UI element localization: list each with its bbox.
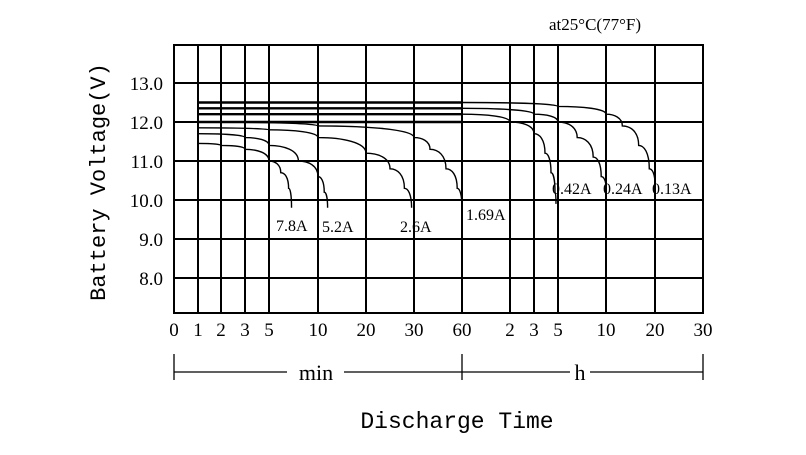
time-unit-brackets: min h (173, 354, 704, 385)
plot-frame (173, 44, 704, 314)
series-curve (197, 142, 293, 208)
series-label: 0.13A (652, 181, 692, 198)
y-axis-label: Battery Voltage(V) (87, 63, 112, 301)
y-tick-labels: 13.0 12.0 11.0 10.0 9.0 8.0 (130, 74, 163, 290)
x-tick-label: 10 (309, 320, 328, 341)
series-label: 2.6A (400, 219, 432, 236)
x-tick-label: 30 (405, 320, 424, 341)
y-tick-label: 10.0 (130, 191, 163, 212)
unit-label-h: h (575, 360, 586, 385)
series-label: 5.2A (322, 219, 354, 236)
x-tick-label: 2 (505, 320, 515, 341)
x-tick-label: 3 (529, 320, 539, 341)
y-tick-label: 13.0 (130, 74, 163, 95)
x-tick-label: 20 (646, 320, 665, 341)
x-tick-label: 0 (169, 320, 179, 341)
series-label: 0.42A (552, 181, 592, 198)
series-curve (197, 127, 413, 208)
series-label: 7.8A (276, 218, 308, 235)
x-tick-label: 2 (216, 320, 226, 341)
series-curve (197, 121, 463, 208)
x-tick-label: 5 (264, 320, 274, 341)
x-axis-label: Discharge Time (360, 409, 553, 435)
series-label: 0.24A (603, 181, 643, 198)
grid-lines (174, 45, 703, 313)
discharge-curves (197, 101, 656, 208)
unit-label-min: min (299, 360, 333, 385)
x-tick-label: 60 (453, 320, 472, 341)
temperature-annotation: at25°C(77°F) (549, 15, 641, 34)
x-tick-label: 3 (240, 320, 250, 341)
series-curve (197, 133, 329, 208)
y-tick-label: 8.0 (139, 269, 163, 290)
y-tick-label: 9.0 (139, 230, 163, 251)
x-tick-labels: 0 1 2 3 5 10 20 30 60 2 3 5 10 20 30 (169, 320, 712, 341)
x-tick-label: 1 (193, 320, 203, 341)
y-tick-label: 12.0 (130, 113, 163, 134)
x-tick-label: 5 (553, 320, 563, 341)
x-tick-label: 30 (694, 320, 713, 341)
x-tick-label: 20 (357, 320, 376, 341)
series-labels: 7.8A 5.2A 2.6A 1.69A 0.42A 0.24A 0.13A (276, 181, 692, 236)
series-label: 1.69A (466, 207, 506, 224)
y-tick-label: 11.0 (130, 152, 163, 173)
x-tick-label: 10 (597, 320, 616, 341)
